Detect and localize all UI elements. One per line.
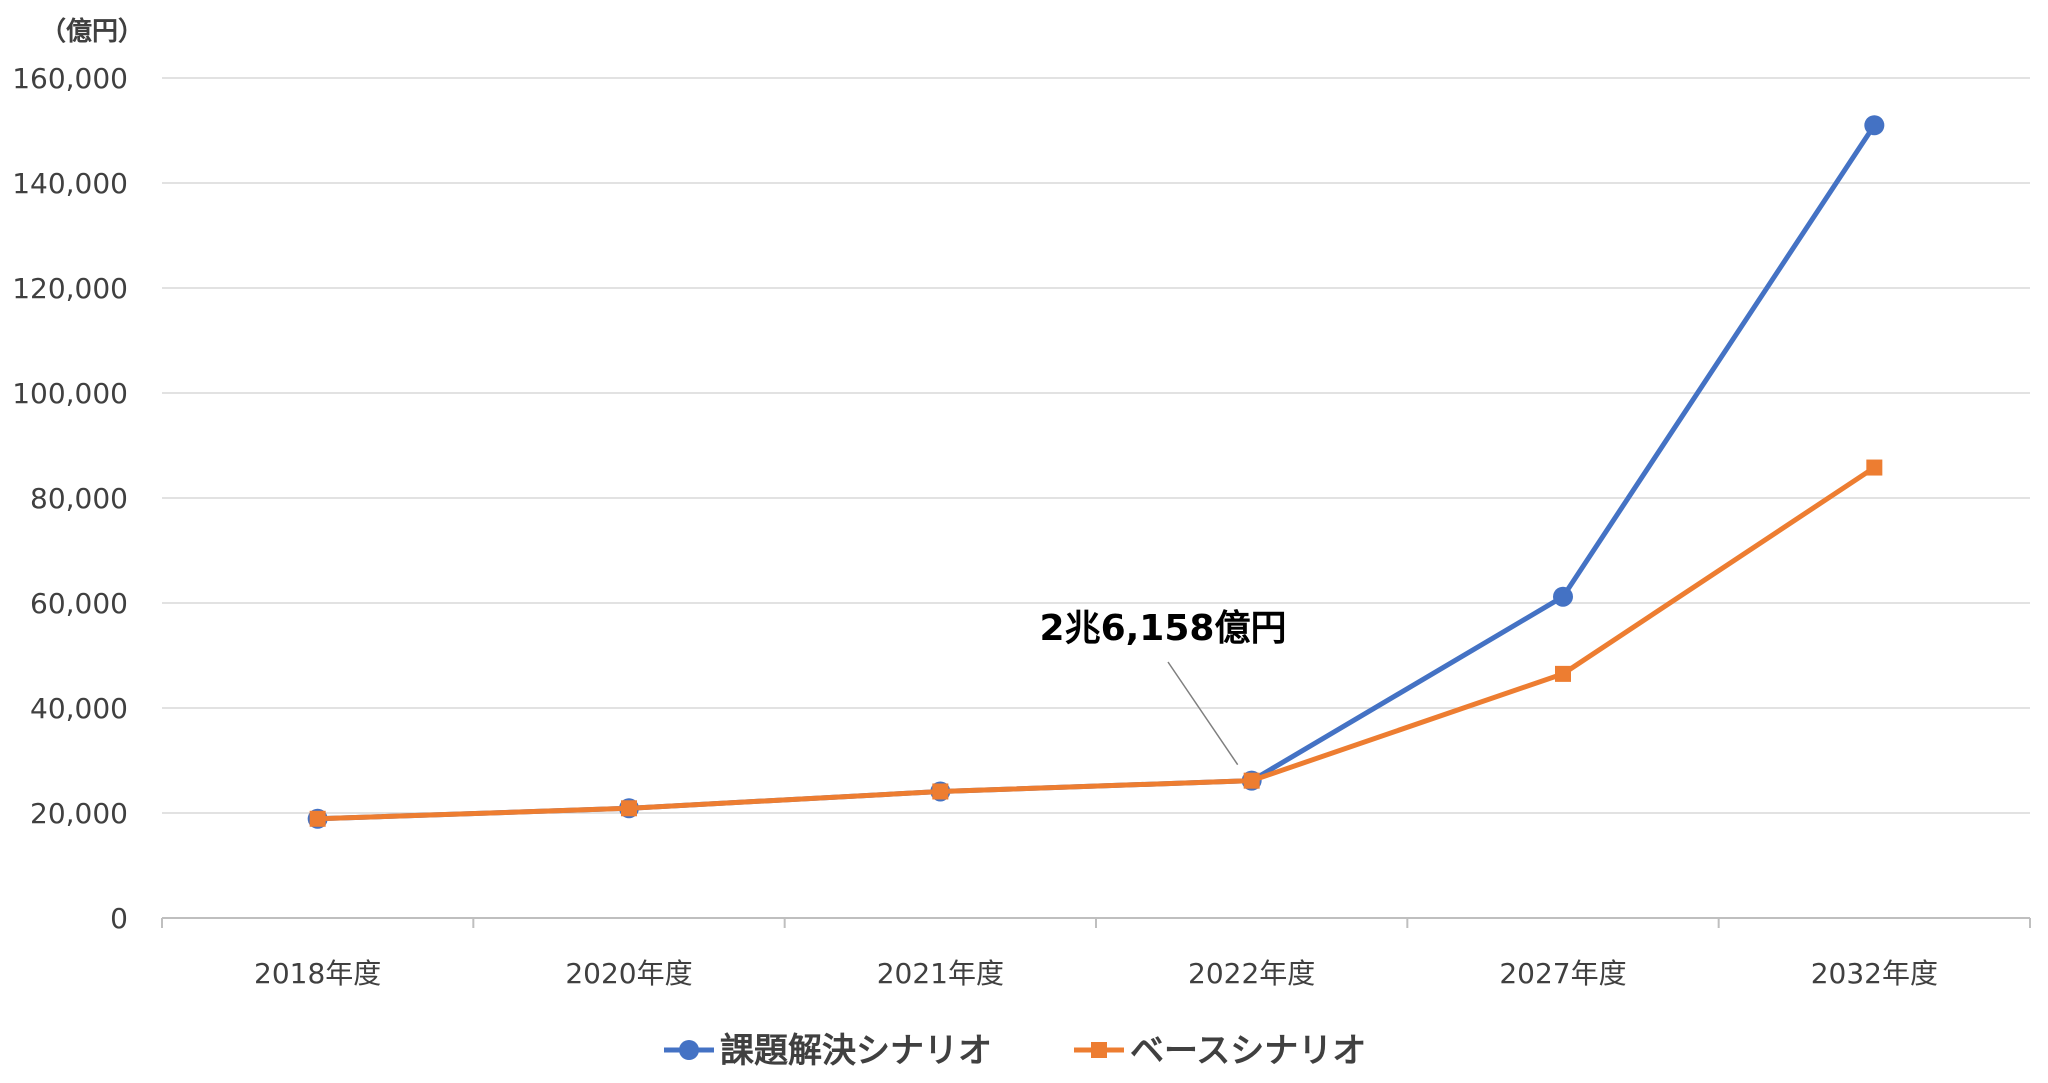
legend-marker <box>1091 1042 1107 1058</box>
y-tick-label: 40,000 <box>30 692 128 725</box>
data-point <box>1866 459 1883 476</box>
annotation-leader-line <box>1167 661 1239 766</box>
y-axis-tick-labels: 0 20,000 40,000 60,000 80,000 100,000 120,000 1… <box>12 62 128 935</box>
x-axis <box>161 917 2031 928</box>
annotation-label: 2兆6,158億円 <box>1040 608 1287 649</box>
gridlines <box>162 77 2030 814</box>
x-tick-label: 2027年度 <box>1499 957 1626 990</box>
series-line <box>317 123 1877 822</box>
legend-marker <box>679 1040 699 1060</box>
y-tick-label: 140,000 <box>12 167 128 200</box>
data-point <box>932 783 949 800</box>
series-line <box>317 465 1876 822</box>
legend-label: ベースシナリオ <box>1130 1031 1366 1071</box>
data-point <box>1555 665 1571 682</box>
x-tick-label: 2018年度 <box>254 957 381 990</box>
data-point <box>309 810 326 827</box>
y-tick-label: 160,000 <box>12 62 128 95</box>
x-tick-label: 2021年度 <box>877 957 1004 990</box>
x-tick-label: 2032年度 <box>1811 957 1938 990</box>
y-tick-label: 0 <box>110 902 128 935</box>
y-tick-label: 60,000 <box>30 587 128 620</box>
series-layer <box>307 115 1885 829</box>
legend: 課題解決シナリオ ベースシナリオ <box>664 1031 1366 1071</box>
x-tick-label: 2020年度 <box>565 957 692 990</box>
y-tick-label: 120,000 <box>12 272 128 305</box>
y-axis-unit-label: （億円） <box>40 17 144 47</box>
x-tick-label: 2022年度 <box>1188 957 1315 990</box>
data-point <box>1553 586 1573 607</box>
data-point <box>1243 772 1260 789</box>
annotation-layer: 2兆6,158億円 <box>1040 608 1287 766</box>
y-tick-label: 80,000 <box>30 482 128 515</box>
data-point <box>621 800 637 817</box>
y-tick-label: 100,000 <box>12 377 128 410</box>
x-axis-tick-labels: 2018年度 2020年度 2021年度 2022年度 2027年度 2032年度 <box>254 957 1938 990</box>
data-point <box>1864 115 1885 136</box>
y-tick-label: 20,000 <box>30 797 128 830</box>
legend-label: 課題解決シナリオ <box>720 1031 992 1071</box>
